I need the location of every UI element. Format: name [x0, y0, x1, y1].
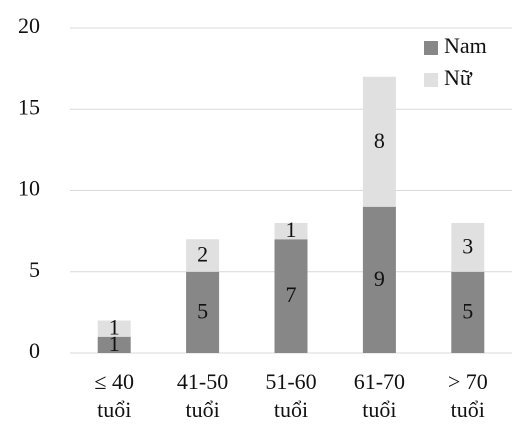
x-tick-label: 41-50 tuổi [177, 369, 228, 422]
y-tick-label: 15 [18, 94, 40, 119]
legend-label: Nam [444, 33, 487, 58]
bar-segment [451, 223, 485, 272]
bar-segment [362, 206, 396, 353]
x-tick-label: ≤ 40 tuổi [94, 369, 134, 422]
x-tick-label: > 70 tuổi [448, 369, 488, 422]
data-label: 5 [197, 298, 208, 323]
legend-swatch [424, 41, 438, 55]
data-label: 2 [197, 242, 208, 267]
bar-segment [186, 271, 220, 353]
data-label: 9 [374, 266, 385, 291]
data-label: 1 [109, 331, 120, 356]
bar-segment [97, 320, 131, 337]
legend-swatch [424, 73, 438, 87]
bar-segment [451, 271, 485, 353]
x-tick-label: 51-60 tuổi [265, 369, 316, 422]
data-label: 7 [286, 282, 297, 307]
bar-segment [274, 223, 308, 240]
data-label: 1 [109, 315, 120, 340]
data-label: 8 [374, 128, 385, 153]
legend-label: Nữ [444, 65, 473, 90]
bar-segment [274, 239, 308, 353]
bar-segment [97, 336, 131, 353]
y-tick-label: 5 [29, 257, 40, 282]
y-tick-label: 0 [29, 338, 40, 363]
bar-segment [362, 76, 396, 207]
y-tick-label: 10 [18, 176, 40, 201]
y-tick-label: 20 [18, 13, 40, 38]
bar-segment [186, 239, 220, 272]
x-tick-label: 61-70 tuổi [354, 369, 405, 422]
data-label: 1 [286, 217, 297, 242]
data-label: 3 [462, 233, 473, 258]
data-label: 5 [462, 298, 473, 323]
